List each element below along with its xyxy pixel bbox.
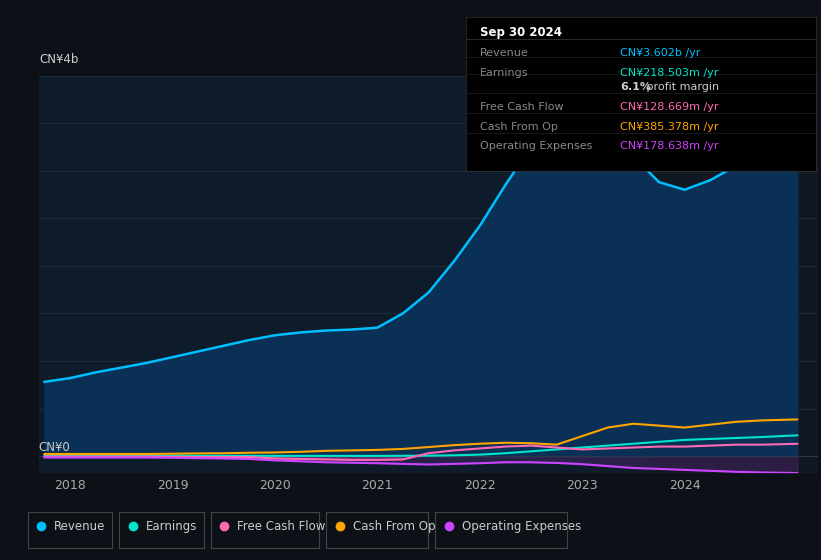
Text: Earnings: Earnings: [479, 68, 528, 78]
Text: Free Cash Flow: Free Cash Flow: [237, 520, 326, 533]
Text: CN¥178.638m /yr: CN¥178.638m /yr: [620, 141, 718, 151]
Text: Free Cash Flow: Free Cash Flow: [479, 101, 563, 111]
Bar: [651, 76, 818, 473]
Text: Earnings: Earnings: [146, 520, 197, 533]
Text: CN¥385.378m /yr: CN¥385.378m /yr: [620, 122, 718, 132]
Text: Revenue: Revenue: [54, 520, 106, 533]
Text: profit margin: profit margin: [643, 82, 718, 92]
Text: Cash From Op: Cash From Op: [353, 520, 435, 533]
Text: Operating Expenses: Operating Expenses: [462, 520, 581, 533]
Text: CN¥0: CN¥0: [39, 441, 71, 454]
Text: Operating Expenses: Operating Expenses: [479, 141, 592, 151]
Text: Sep 30 2024: Sep 30 2024: [479, 26, 562, 39]
Text: CN¥218.503m /yr: CN¥218.503m /yr: [620, 68, 718, 78]
Text: Cash From Op: Cash From Op: [479, 122, 557, 132]
Text: CN¥4b: CN¥4b: [39, 53, 79, 66]
Text: 6.1%: 6.1%: [620, 82, 651, 92]
Text: CN¥128.669m /yr: CN¥128.669m /yr: [620, 101, 718, 111]
Text: CN¥3.602b /yr: CN¥3.602b /yr: [620, 48, 700, 58]
Text: Revenue: Revenue: [479, 48, 528, 58]
